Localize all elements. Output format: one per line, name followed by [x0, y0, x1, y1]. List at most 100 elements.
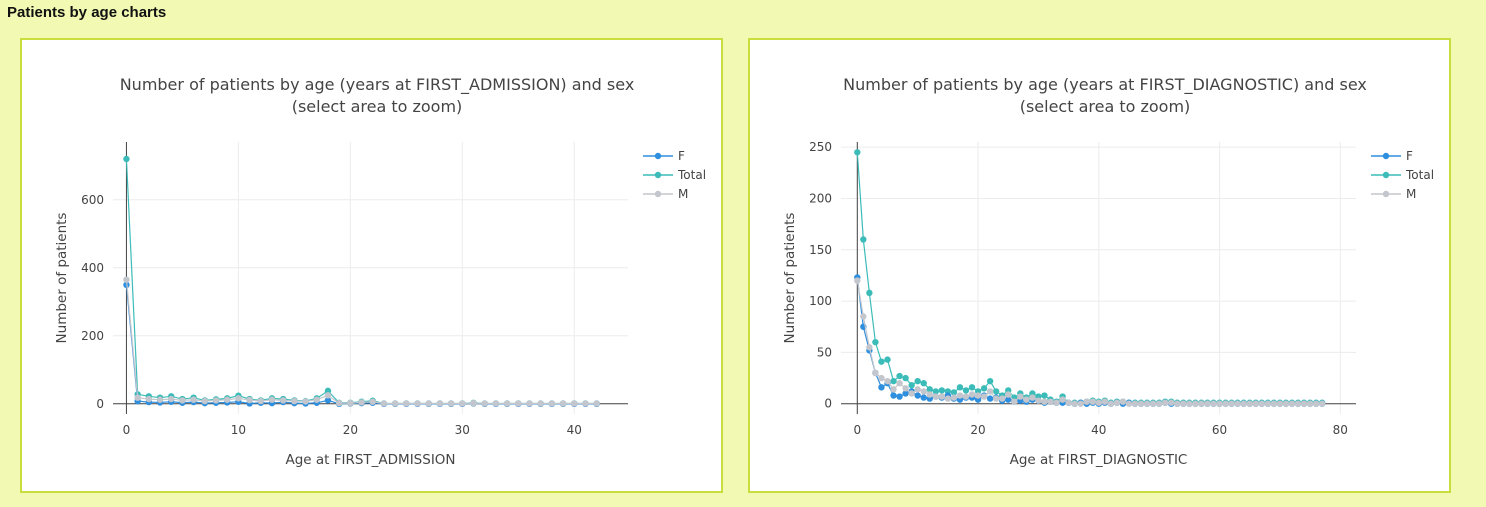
data-point-m	[1198, 400, 1205, 407]
data-point-m	[447, 400, 455, 407]
data-point-m	[1264, 400, 1272, 407]
data-point-m	[1162, 399, 1169, 406]
data-point-m	[1059, 396, 1066, 403]
data-point-m	[999, 395, 1006, 402]
data-point-m	[1113, 399, 1121, 406]
data-point-m	[559, 400, 567, 407]
x-tick-label: 0	[123, 423, 131, 437]
data-point-m	[1204, 400, 1211, 407]
data-point-total	[872, 338, 879, 346]
y-tick-label: 150	[809, 243, 832, 257]
legend-marker-m	[654, 190, 662, 198]
data-point-m	[884, 377, 891, 385]
data-point-m	[313, 396, 320, 403]
data-point-m	[1246, 400, 1253, 407]
data-point-f	[920, 394, 927, 401]
data-point-m	[992, 395, 1000, 402]
data-point-m	[962, 393, 970, 400]
data-point-m	[481, 400, 488, 407]
data-point-m	[1017, 393, 1024, 400]
data-point-total	[878, 358, 885, 365]
data-point-m	[201, 397, 209, 405]
data-point-m	[436, 400, 444, 407]
data-point-total	[860, 236, 867, 243]
legend-item-m: M	[678, 187, 688, 201]
data-point-m	[335, 399, 343, 407]
data-point-m	[1168, 399, 1175, 406]
data-point-total	[956, 384, 964, 391]
series-line-f	[125, 284, 597, 405]
legend-marker-m	[1382, 190, 1390, 198]
data-point-m	[950, 394, 958, 401]
admission-chart-panel[interactable]: Number of patients by age (years at FIRS…	[20, 38, 723, 493]
diagnostic-chart-panel[interactable]: Number of patients by age (years at FIRS…	[748, 38, 1451, 493]
x-tick-label: 80	[1333, 423, 1348, 437]
data-point-m	[866, 344, 873, 351]
series-line-total	[856, 152, 1323, 404]
data-point-total	[950, 389, 958, 396]
data-point-f	[902, 390, 909, 397]
page-title: Patients by age charts	[7, 4, 167, 21]
legend-item-f: F	[1406, 149, 1413, 163]
data-point-m	[1318, 400, 1326, 407]
data-point-m	[1270, 400, 1278, 407]
data-point-m	[1083, 398, 1090, 405]
data-point-m	[1276, 400, 1284, 407]
data-point-m	[1252, 400, 1259, 407]
data-point-m	[593, 400, 600, 407]
data-point-m	[1222, 400, 1229, 407]
data-point-m	[526, 400, 533, 407]
admission-chart[interactable]: Number of patients by age (years at FIRS…	[22, 40, 725, 495]
y-axis-label: Number of patients	[782, 213, 798, 344]
chart-title: Number of patients by age (years at FIRS…	[120, 75, 635, 95]
series-line-f	[856, 277, 1323, 405]
data-point-f	[1005, 396, 1012, 403]
data-point-m	[860, 313, 867, 320]
data-point-m	[1065, 399, 1072, 406]
data-point-m	[492, 400, 500, 407]
legend-marker-f	[654, 152, 662, 160]
data-point-m	[257, 397, 264, 405]
x-tick-label: 10	[231, 423, 246, 437]
data-point-m	[156, 396, 164, 403]
y-tick-label: 200	[809, 191, 832, 205]
data-point-m	[212, 397, 220, 404]
data-point-m	[1023, 396, 1030, 403]
data-point-m	[1119, 398, 1127, 405]
data-point-total	[920, 380, 927, 387]
data-point-m	[914, 386, 921, 393]
data-point-total	[123, 155, 130, 163]
data-point-m	[956, 392, 964, 399]
data-point-m	[944, 395, 952, 402]
data-point-m	[1186, 400, 1193, 407]
data-point-m	[515, 400, 522, 407]
data-point-m	[974, 392, 982, 399]
diagnostic-chart[interactable]: Number of patients by age (years at FIRS…	[750, 40, 1453, 495]
data-point-total	[986, 377, 994, 385]
data-point-total	[980, 385, 988, 392]
data-point-m	[1216, 400, 1223, 407]
data-point-total	[1041, 392, 1048, 399]
data-point-total	[866, 289, 873, 297]
y-tick-label: 0	[96, 397, 104, 411]
data-point-m	[1101, 398, 1109, 405]
data-point-m	[1005, 391, 1012, 398]
data-point-m	[926, 391, 933, 398]
data-point-total	[854, 149, 861, 156]
data-point-m	[425, 400, 432, 407]
data-point-total	[914, 377, 921, 385]
data-point-total	[968, 384, 976, 391]
legend-marker-total	[1382, 171, 1390, 179]
legend-item-m: M	[1406, 187, 1416, 201]
data-point-m	[1143, 400, 1151, 407]
data-point-m	[1095, 399, 1103, 406]
chart-title: Number of patients by age (years at FIRS…	[843, 75, 1367, 95]
data-point-f	[986, 395, 994, 402]
data-point-m	[279, 397, 287, 404]
data-point-m	[1107, 400, 1115, 407]
y-tick-label: 600	[81, 193, 104, 207]
data-point-total	[896, 372, 903, 380]
x-tick-label: 20	[970, 423, 985, 437]
data-point-m	[902, 385, 909, 392]
data-point-m	[896, 380, 903, 387]
